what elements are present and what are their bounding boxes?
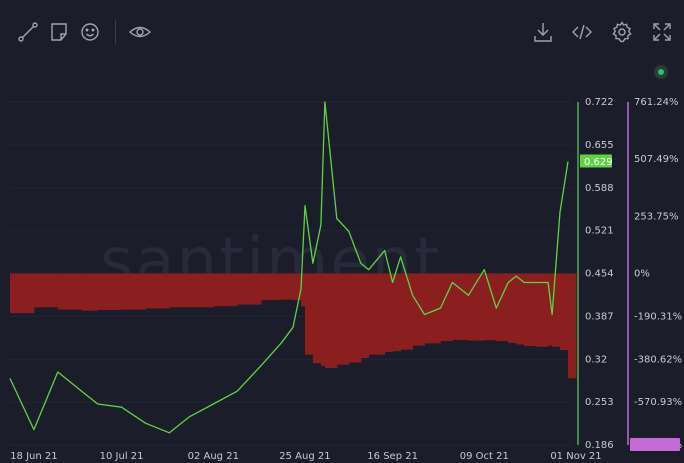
percent-axis-tick: 0% — [634, 269, 650, 280]
bar — [424, 273, 441, 344]
bar — [312, 273, 322, 364]
bar — [484, 273, 497, 341]
price-axis-tick: 0.32 — [585, 354, 607, 365]
toolbar-divider — [115, 20, 116, 44]
price-axis-tick: 0.186 — [585, 440, 614, 451]
bar — [33, 273, 59, 308]
bar — [400, 273, 414, 350]
price-axis-tick: 0.521 — [585, 226, 614, 237]
bar — [304, 273, 314, 355]
bar-series — [10, 273, 577, 379]
percent-axis-tick: -190.31% — [634, 311, 682, 322]
emoji-icon[interactable] — [78, 20, 102, 44]
bar — [560, 273, 569, 351]
bar — [10, 273, 35, 314]
bar — [189, 273, 214, 308]
price-axis-tick: 0.253 — [585, 397, 614, 408]
price-axis-tick: 0.588 — [585, 183, 614, 194]
download-icon[interactable] — [531, 20, 555, 44]
bar — [261, 273, 282, 301]
chart-axes: 0.722 0.655 0.588 0.521 0.454 0.387 0.32 0.253 0… — [10, 97, 682, 462]
bar — [440, 273, 453, 342]
bar — [516, 273, 525, 345]
percent-axis-tick: 507.49% — [634, 154, 679, 165]
bar — [360, 273, 370, 358]
percent-axis-tick: -570.93% — [634, 397, 682, 408]
bar — [320, 273, 326, 366]
line-series — [9, 101, 569, 434]
chart-toolbar — [0, 0, 684, 64]
live-status-indicator — [654, 65, 668, 79]
x-axis-tick: 16 Sep 21 — [367, 451, 418, 462]
x-axis-tick: 09 Oct 21 — [460, 451, 509, 462]
bar — [300, 273, 306, 307]
bar — [292, 273, 302, 301]
percent-axis-tick: 253.75% — [634, 211, 679, 222]
embed-code-icon[interactable] — [570, 20, 594, 44]
price-axis-tick: 0.387 — [585, 311, 614, 322]
chart-grid — [10, 101, 572, 446]
price-line — [9, 101, 569, 434]
bar — [536, 273, 549, 347]
draw-line-icon[interactable] — [16, 20, 40, 44]
bar — [568, 273, 577, 379]
bar — [57, 273, 83, 310]
bar — [392, 273, 402, 352]
bar — [368, 273, 386, 355]
bar — [552, 273, 561, 347]
fullscreen-icon[interactable] — [650, 20, 674, 44]
bar — [524, 273, 537, 347]
percent-axis-tick: 761.24% — [634, 97, 679, 108]
bar — [97, 273, 123, 310]
bar — [384, 273, 394, 352]
price-axis-tick: 0.722 — [585, 97, 614, 108]
x-axis-tick: 18 Jun 21 — [10, 451, 57, 462]
bar — [237, 273, 262, 305]
bar — [548, 273, 553, 346]
bar — [452, 273, 469, 340]
bar — [412, 273, 426, 346]
bar — [336, 273, 350, 365]
bar — [169, 273, 190, 308]
bar — [324, 273, 338, 369]
x-axis-tick: 25 Aug 21 — [279, 451, 330, 462]
price-axis-tick: 0.454 — [585, 269, 614, 280]
bar — [508, 273, 517, 343]
percent-axis-tick: -380.62% — [634, 354, 682, 365]
last-price-badge — [580, 154, 612, 168]
x-axis-tick: 02 Aug 21 — [188, 451, 239, 462]
bar — [213, 273, 238, 307]
eye-icon[interactable] — [128, 20, 152, 44]
min-percent-badge — [630, 438, 680, 451]
bar — [348, 273, 362, 363]
x-axis-tick: 10 Jul 21 — [100, 451, 144, 462]
bar — [468, 273, 485, 341]
bar — [121, 273, 147, 310]
last-price-label: 0.629 — [584, 157, 613, 168]
x-axis-tick: 01 Nov 21 — [550, 451, 601, 462]
price-axis-tick: 0.655 — [585, 140, 614, 151]
bar — [281, 273, 294, 300]
note-icon[interactable] — [47, 20, 71, 44]
bar — [145, 273, 170, 309]
settings-icon[interactable] — [610, 20, 634, 44]
bar — [81, 273, 99, 311]
bar — [496, 273, 509, 342]
